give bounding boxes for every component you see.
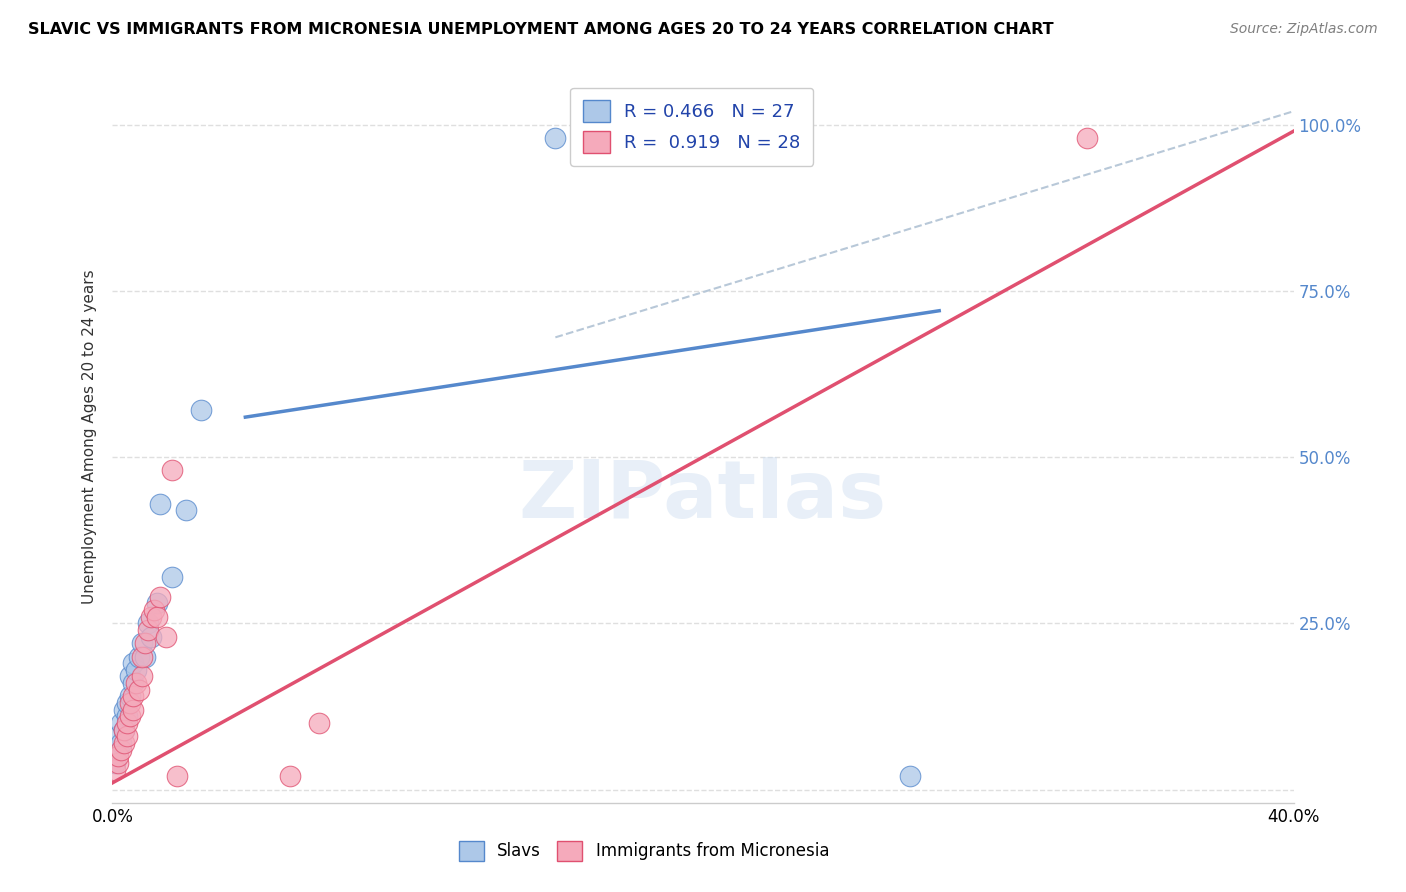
Point xyxy=(122,703,145,717)
Point xyxy=(131,649,153,664)
Point xyxy=(122,676,145,690)
Point xyxy=(139,609,162,624)
Y-axis label: Unemployment Among Ages 20 to 24 years: Unemployment Among Ages 20 to 24 years xyxy=(82,269,97,605)
Point xyxy=(190,403,212,417)
Point xyxy=(134,636,156,650)
Point xyxy=(117,729,138,743)
Point xyxy=(122,690,145,704)
Point xyxy=(104,763,127,777)
Point xyxy=(107,742,129,756)
Point xyxy=(120,709,142,723)
Point xyxy=(110,716,132,731)
Point xyxy=(160,463,183,477)
Point xyxy=(308,716,330,731)
Point xyxy=(120,669,142,683)
Point xyxy=(107,749,129,764)
Point xyxy=(104,756,127,770)
Point xyxy=(128,649,150,664)
Point xyxy=(122,656,145,670)
Point xyxy=(146,596,169,610)
Point xyxy=(278,769,301,783)
Point xyxy=(155,630,177,644)
Point xyxy=(136,616,159,631)
Point xyxy=(110,742,132,756)
Point xyxy=(1076,131,1098,145)
Point xyxy=(142,603,165,617)
Legend: Slavs, Immigrants from Micronesia: Slavs, Immigrants from Micronesia xyxy=(451,834,837,868)
Point xyxy=(125,676,148,690)
Point xyxy=(149,590,172,604)
Point xyxy=(125,663,148,677)
Point xyxy=(112,703,135,717)
Point xyxy=(134,649,156,664)
Point xyxy=(112,736,135,750)
Point xyxy=(160,570,183,584)
Point xyxy=(544,131,567,145)
Point xyxy=(117,716,138,731)
Point xyxy=(174,503,197,517)
Text: ZIPatlas: ZIPatlas xyxy=(519,457,887,534)
Point xyxy=(131,636,153,650)
Text: SLAVIC VS IMMIGRANTS FROM MICRONESIA UNEMPLOYMENT AMONG AGES 20 TO 24 YEARS CORR: SLAVIC VS IMMIGRANTS FROM MICRONESIA UNE… xyxy=(28,22,1053,37)
Point xyxy=(146,609,169,624)
Point xyxy=(898,769,921,783)
Point xyxy=(107,729,129,743)
Point xyxy=(112,723,135,737)
Point xyxy=(120,690,142,704)
Point xyxy=(131,669,153,683)
Text: Source: ZipAtlas.com: Source: ZipAtlas.com xyxy=(1230,22,1378,37)
Point xyxy=(574,124,596,138)
Point xyxy=(166,769,188,783)
Point xyxy=(117,709,138,723)
Point xyxy=(110,736,132,750)
Point xyxy=(139,630,162,644)
Point xyxy=(128,682,150,697)
Point xyxy=(136,623,159,637)
Point xyxy=(117,696,138,710)
Point xyxy=(149,497,172,511)
Point xyxy=(107,756,129,770)
Point xyxy=(112,723,135,737)
Point xyxy=(120,696,142,710)
